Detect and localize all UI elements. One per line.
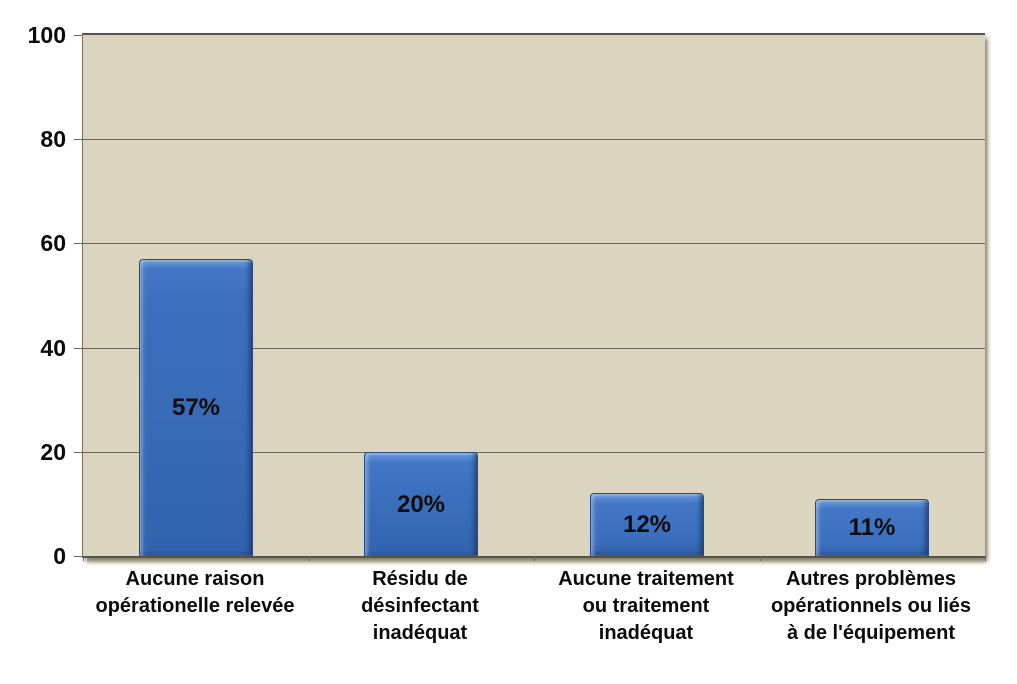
bar-value-label-2: 20%	[396, 490, 446, 518]
y-tick-mark-60	[74, 243, 82, 245]
x-tick-mark-0	[83, 556, 84, 561]
x-tick-mark-3	[760, 556, 761, 561]
bar-2: 20%	[364, 452, 478, 556]
bar-value-label-4: 11%	[848, 514, 896, 541]
x-category-label-4: Autres problèmes opérationnels ou liés à…	[770, 568, 972, 644]
bar-value-label-1: 57%	[171, 394, 221, 421]
x-category-label-2: Résidu de désinfectant inadéquat	[361, 568, 479, 644]
y-tick-label-40: 40	[40, 334, 66, 361]
gridline-60	[83, 243, 985, 245]
y-tick-label-100: 100	[27, 22, 66, 48]
gridline-20	[83, 451, 985, 453]
bar-3: 12%	[590, 493, 704, 556]
x-tick-mark-1	[309, 556, 310, 561]
x-tick-mark-4	[985, 556, 986, 561]
bar-1: 57%	[139, 259, 253, 556]
plot-area: 57% 20% 12% 11%	[82, 33, 986, 561]
bar-4: 11%	[815, 499, 929, 556]
y-tick-label-80: 80	[40, 126, 66, 153]
y-tick-label-20: 20	[40, 438, 66, 465]
gridline-80	[83, 139, 985, 141]
y-tick-label-60: 60	[40, 230, 66, 257]
y-tick-mark-20	[74, 451, 82, 453]
y-tick-mark-80	[74, 139, 82, 141]
y-tick-mark-40	[74, 347, 82, 349]
y-tick-mark-100	[74, 35, 82, 36]
x-category-label-1: Aucune raison opérationelle relevée	[95, 568, 295, 617]
y-tick-mark-0	[74, 556, 82, 557]
x-category-label-3: Aucune traitement ou traitement inadéqua…	[558, 568, 734, 644]
gridline-40	[83, 347, 985, 349]
bar-value-label-3: 12%	[622, 511, 672, 538]
y-tick-label-0: 0	[53, 543, 66, 569]
x-tick-mark-2	[534, 556, 535, 561]
